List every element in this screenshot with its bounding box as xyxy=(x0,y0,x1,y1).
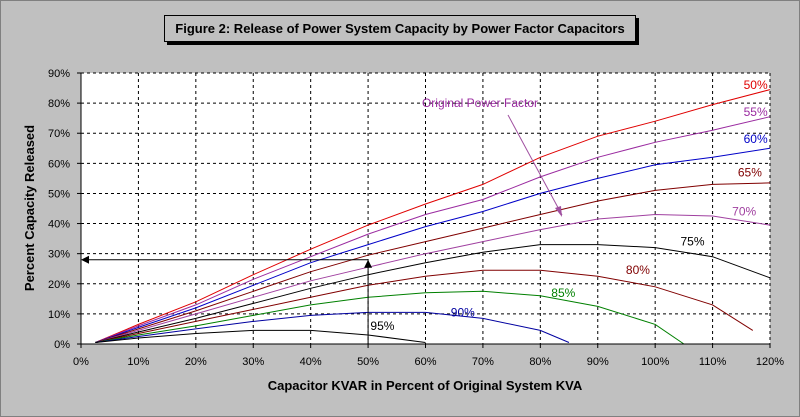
y-tick-label: 50% xyxy=(48,188,70,200)
series-line-90pct xyxy=(95,311,570,343)
x-tick-label: 90% xyxy=(587,356,609,368)
y-tick-label: 80% xyxy=(48,98,70,110)
x-tick-label: 0% xyxy=(73,356,89,368)
series-label: 90% xyxy=(451,305,475,319)
series-line-70pct xyxy=(95,213,771,343)
series-label: 75% xyxy=(680,235,704,249)
series-line-55pct xyxy=(95,116,771,343)
series-label: 85% xyxy=(551,286,575,300)
y-tick-label: 10% xyxy=(48,309,70,321)
x-tick-label: 80% xyxy=(529,356,551,368)
series-layer xyxy=(95,89,771,345)
y-tick-label: 70% xyxy=(48,128,70,140)
x-tick-label: 50% xyxy=(357,356,379,368)
example-arrowhead-left xyxy=(81,255,89,264)
chart-title: Figure 2: Release of Power System Capaci… xyxy=(164,15,636,42)
series-line-80pct xyxy=(95,269,754,343)
x-tick-label: 60% xyxy=(414,356,436,368)
grid xyxy=(81,72,771,344)
series-label: 50% xyxy=(744,78,768,92)
x-tick-label: 30% xyxy=(242,356,264,368)
series-line-85pct xyxy=(95,290,685,345)
x-tick-label: 10% xyxy=(127,356,149,368)
plot-area xyxy=(81,73,770,344)
x-axis-label: Capacitor KVAR in Percent of Original Sy… xyxy=(268,378,583,393)
series-label: 70% xyxy=(732,205,756,219)
x-tick-label: 100% xyxy=(641,356,669,368)
annotation-arrowhead xyxy=(555,206,562,217)
series-line-65pct xyxy=(95,182,771,343)
series-line-50pct xyxy=(95,89,771,343)
series-line-75pct xyxy=(95,244,771,343)
y-tick-label: 0% xyxy=(54,339,70,351)
series-label: 60% xyxy=(744,132,768,146)
y-tick-label: 20% xyxy=(48,279,70,291)
series-label: 95% xyxy=(370,319,394,333)
y-tick-label: 30% xyxy=(48,249,70,261)
y-axis-label: Percent Capacity Released xyxy=(22,125,37,291)
series-label: 65% xyxy=(738,165,762,179)
annotation-label: Original Power Factor xyxy=(422,96,538,110)
tick-labels: 0% 10% 20% 30% 40% 50% 60% 70% 80% 90% 100% 110% 120… xyxy=(48,68,784,368)
annotation-layer: Original Power Factor xyxy=(81,96,563,344)
x-tick-label: 70% xyxy=(472,356,494,368)
series-label: 55% xyxy=(744,105,768,119)
y-tick-label: 60% xyxy=(48,158,70,170)
y-tick-label: 40% xyxy=(48,219,70,231)
axes xyxy=(77,72,771,348)
x-tick-label: 120% xyxy=(756,356,784,368)
example-arrowhead-up xyxy=(364,259,373,268)
x-tick-label: 110% xyxy=(699,356,727,368)
annotation-pointer xyxy=(507,114,563,216)
plot-background xyxy=(81,73,770,344)
x-tick-label: 20% xyxy=(185,356,207,368)
series-line-60pct xyxy=(95,147,771,343)
x-tick-label: 40% xyxy=(300,356,322,368)
series-label: 80% xyxy=(626,263,650,277)
y-tick-label: 90% xyxy=(48,68,70,80)
series-labels: 50% 55% 60% 65% 70% 75% 80% 85% 90% 95% xyxy=(370,78,768,333)
